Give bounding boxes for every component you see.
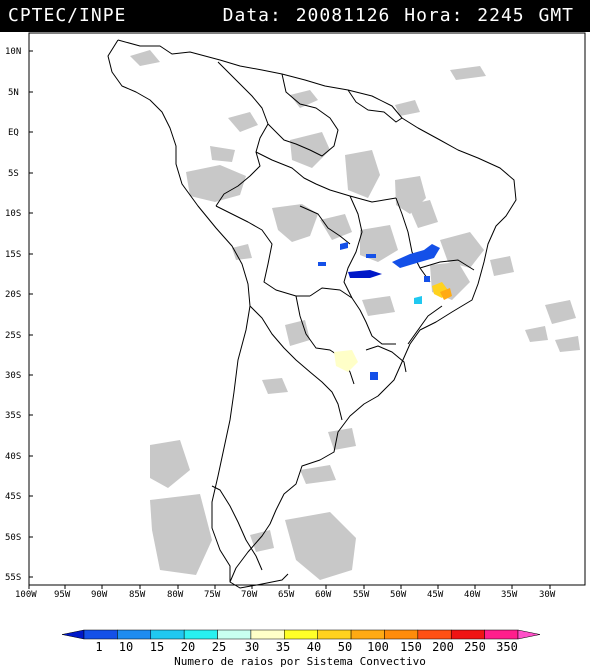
colorbar-cell xyxy=(284,629,318,640)
colorbar-label: 10 xyxy=(119,640,133,654)
lat-label: 10S xyxy=(5,209,21,219)
lon-label: 95W xyxy=(54,590,71,600)
lon-label: 50W xyxy=(390,590,407,600)
hour-label: Hora: xyxy=(404,5,464,26)
agency-label: CPTEC/INPE xyxy=(8,5,127,26)
lat-label: 25S xyxy=(5,331,21,341)
lon-label: 75W xyxy=(204,590,221,600)
cloud-cover xyxy=(130,50,580,580)
colorbar-cell xyxy=(517,629,541,640)
colorbar-label: 35 xyxy=(276,640,290,654)
lon-label: 90W xyxy=(91,590,108,600)
colorbar-cell xyxy=(450,629,485,640)
header-bar: CPTEC/INPE Data: 20081126 Hora: 2245 GMT xyxy=(0,0,590,32)
date-label: Data: xyxy=(222,5,282,26)
timezone: GMT xyxy=(538,5,574,26)
colorbar-label: 200 xyxy=(432,640,454,654)
colorbar-label: 1 xyxy=(95,640,102,654)
colorbar-cell xyxy=(350,629,385,640)
lat-axis: 10N 5N EQ 5S 10S 15S 20S 25S 30S 35S 40S… xyxy=(5,47,33,583)
colorbar-cell xyxy=(417,629,452,640)
lat-label: 5S xyxy=(8,169,19,179)
lon-label: 55W xyxy=(353,590,370,600)
lat-label: EQ xyxy=(8,128,19,138)
lat-label: 40S xyxy=(5,452,21,462)
colorbar-title: Numero de raios por Sistema Convectivo xyxy=(174,655,426,668)
lat-label: 20S xyxy=(5,290,21,300)
colorbar-label: 20 xyxy=(181,640,195,654)
lon-label: 80W xyxy=(167,590,184,600)
lat-label: 50S xyxy=(5,533,21,543)
lat-label: 5N xyxy=(8,88,19,98)
lat-label: 30S xyxy=(5,371,21,381)
lon-label: 35W xyxy=(501,590,518,600)
lon-label: 70W xyxy=(241,590,258,600)
lat-label: 10N xyxy=(5,47,21,57)
colorbar-cell xyxy=(384,629,419,640)
colorbar-label: 25 xyxy=(212,640,226,654)
colorbar-label: 350 xyxy=(496,640,518,654)
map-frame xyxy=(28,32,586,586)
date-value: 20081126 xyxy=(295,5,391,26)
colorbar-label: 250 xyxy=(464,640,486,654)
colorbar-label: 15 xyxy=(150,640,164,654)
colorbar-cell xyxy=(83,629,118,640)
lat-label: 45S xyxy=(5,492,21,502)
lon-label: 40W xyxy=(464,590,481,600)
colorbar-label: 30 xyxy=(245,640,259,654)
colorbar-label: 40 xyxy=(307,640,321,654)
hour-value: 2245 xyxy=(477,5,525,26)
convective-cells xyxy=(318,242,452,380)
colorbar-label: 100 xyxy=(367,640,389,654)
lon-label: 85W xyxy=(129,590,146,600)
lon-label: 60W xyxy=(315,590,332,600)
lat-label: 35S xyxy=(5,411,21,421)
lon-axis: 100W 95W 90W 85W 80W 75W 70W 65W 60W 55W… xyxy=(15,585,556,600)
lon-label: 30W xyxy=(539,590,556,600)
colorbar-cell xyxy=(183,629,218,640)
lon-label: 65W xyxy=(278,590,295,600)
colorbar-cell xyxy=(61,629,85,640)
timestamp: Data: 20081126 Hora: 2245 GMT xyxy=(221,5,574,26)
lon-label: 45W xyxy=(427,590,444,600)
colorbar: 1 10 15 20 25 30 35 40 50 100 150 200 25… xyxy=(61,629,541,668)
lon-label: 100W xyxy=(15,590,37,600)
colorbar-cell xyxy=(484,629,519,640)
coastlines xyxy=(107,39,517,589)
colorbar-cell xyxy=(150,629,185,640)
colorbar-cell xyxy=(217,629,252,640)
colorbar-label: 150 xyxy=(400,640,422,654)
lat-label: 55S xyxy=(5,573,21,583)
lat-label: 15S xyxy=(5,250,21,260)
colorbar-label: 50 xyxy=(338,640,352,654)
colorbar-cell xyxy=(250,629,285,640)
colorbar-cell xyxy=(117,629,152,640)
colorbar-cell xyxy=(317,629,352,640)
